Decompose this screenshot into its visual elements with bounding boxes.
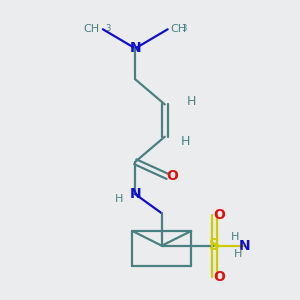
Text: O: O xyxy=(213,270,225,283)
Text: N: N xyxy=(130,41,141,56)
Text: H: H xyxy=(187,95,196,108)
Text: CH: CH xyxy=(171,24,187,34)
Text: H: H xyxy=(231,232,240,242)
Text: O: O xyxy=(166,169,178,184)
Text: S: S xyxy=(209,238,220,253)
Text: 3: 3 xyxy=(181,24,187,33)
Text: N: N xyxy=(238,239,250,253)
Text: H: H xyxy=(181,135,190,148)
Text: N: N xyxy=(130,187,141,201)
Text: H: H xyxy=(115,194,123,204)
Text: H: H xyxy=(234,249,242,259)
Text: O: O xyxy=(213,208,225,222)
Text: CH: CH xyxy=(84,24,100,34)
Text: 3: 3 xyxy=(106,24,111,33)
